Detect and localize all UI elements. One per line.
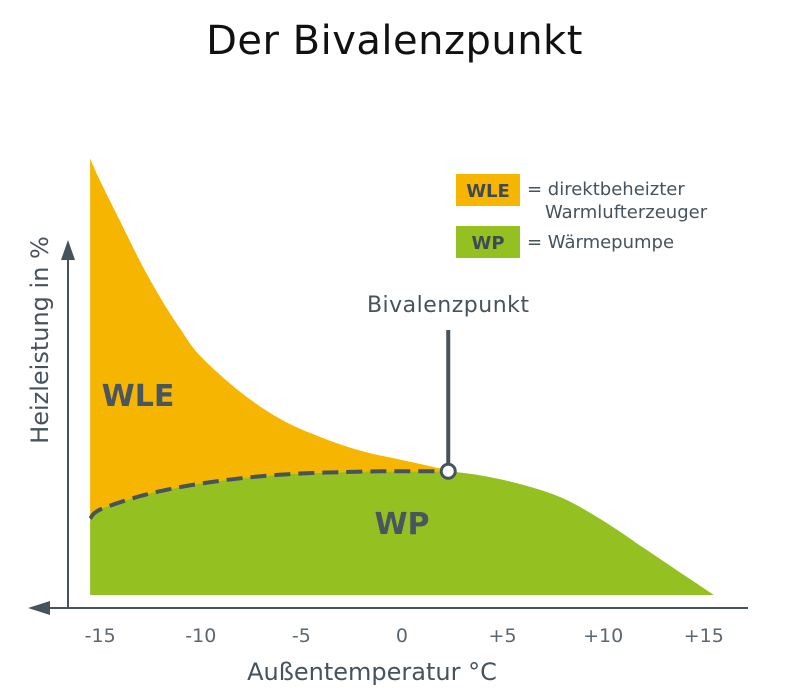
chart-title: Der Bivalenzpunkt <box>206 18 583 64</box>
x-tick-label: -5 <box>292 625 311 647</box>
wle-area-label: WLE <box>102 379 175 414</box>
wp-area <box>90 470 714 595</box>
bivalence-point-marker <box>439 462 457 480</box>
wp-area-label: WP <box>374 507 429 542</box>
legend-key-wle: WLE <box>466 181 510 202</box>
wle-area <box>90 158 449 519</box>
legend-text-wle-line1: = direktbeheizter <box>527 179 685 200</box>
x-tick-label: 0 <box>396 625 408 647</box>
x-axis-arrow <box>28 601 50 615</box>
bivalence-boundary-line <box>88 469 449 520</box>
legend-swatch-wle <box>456 174 520 206</box>
y-axis-arrow <box>61 240 75 260</box>
legend-key-wp: WP <box>471 233 504 254</box>
legend-swatch-wp <box>456 226 520 258</box>
bivalence-annotation-label: Bivalenzpunkt <box>367 293 530 318</box>
legend-text-wle-line2: Warmlufterzeuger <box>545 202 708 223</box>
y-axis-label: Heizleistung in % <box>26 236 54 444</box>
x-tick-label: +15 <box>684 625 724 647</box>
x-tick-label: -10 <box>185 625 216 647</box>
x-tick-label: +5 <box>489 625 517 647</box>
legend-text-wp: = Wärmepumpe <box>527 232 674 253</box>
x-tick-label: -15 <box>85 625 116 647</box>
x-axis-label: Außentemperatur °C <box>247 658 497 686</box>
x-tick-label: +10 <box>583 625 623 647</box>
